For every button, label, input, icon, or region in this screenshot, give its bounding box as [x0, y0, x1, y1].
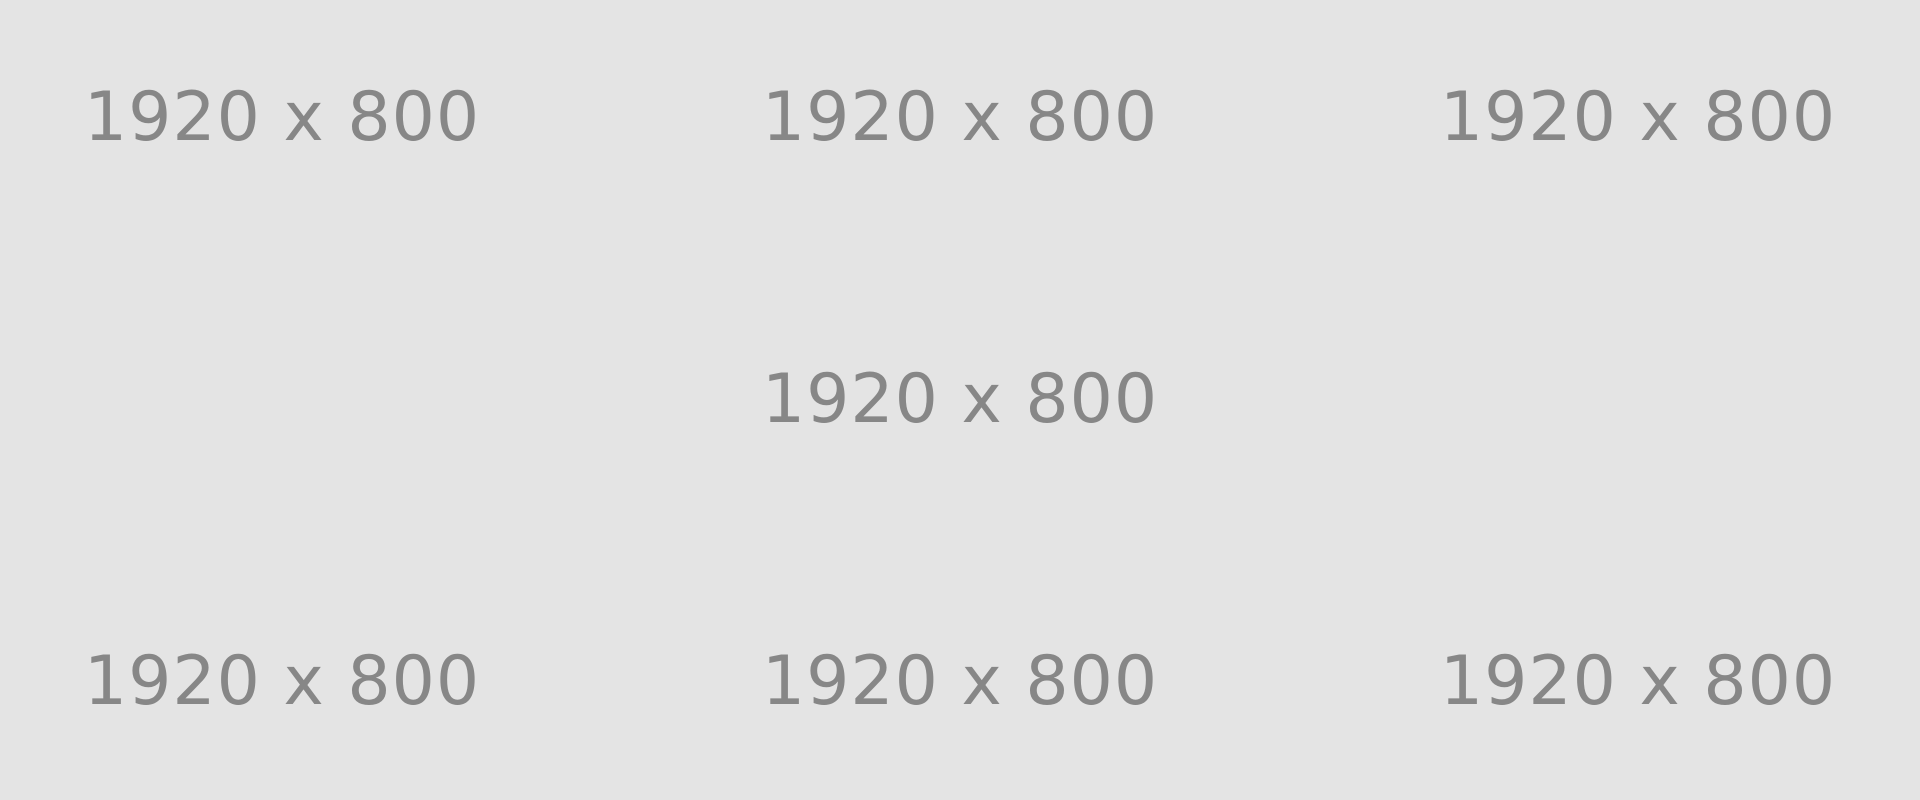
- dimension-label-top-right: 1920 x 800: [1439, 78, 1837, 157]
- dimension-label-middle-center: 1920 x 800: [761, 360, 1159, 439]
- dimension-label-bottom-left: 1920 x 800: [83, 642, 481, 721]
- dimension-label-top-left: 1920 x 800: [83, 78, 481, 157]
- dimension-label-bottom-center: 1920 x 800: [761, 642, 1159, 721]
- dimension-label-top-center: 1920 x 800: [761, 78, 1159, 157]
- dimension-label-bottom-right: 1920 x 800: [1439, 642, 1837, 721]
